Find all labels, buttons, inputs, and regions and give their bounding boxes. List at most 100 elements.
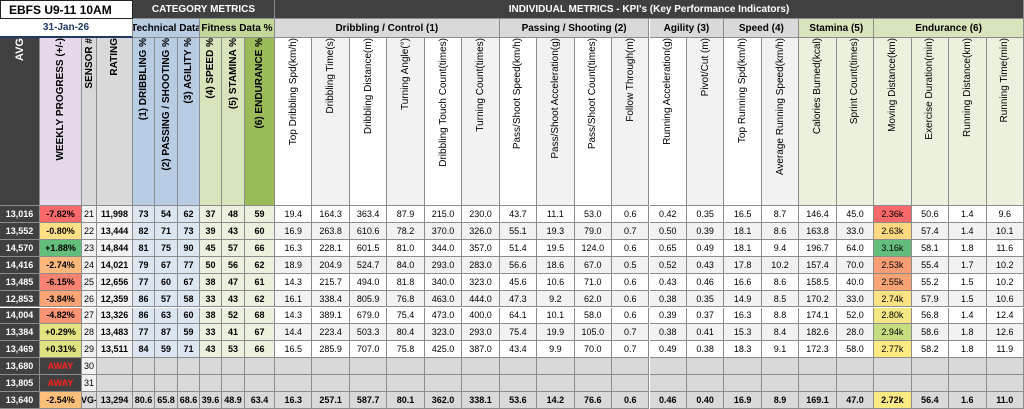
column-header: Sprint Count(times) xyxy=(836,38,875,206)
data-cell: 62.0 xyxy=(574,290,613,308)
data-cell: 9.2 xyxy=(537,290,575,308)
footer-cell: 68.6 xyxy=(178,392,200,409)
footer-cell: -2.54% xyxy=(40,392,82,409)
data-cell: 58.1 xyxy=(911,239,950,257)
data-cell: 70.0 xyxy=(836,256,875,274)
empty-cell xyxy=(200,358,222,376)
data-cell: 9.1 xyxy=(761,341,800,359)
column-header: (1) DRIBBLING % xyxy=(133,38,155,206)
data-cell: 182.6 xyxy=(799,324,837,342)
data-cell: 387.0 xyxy=(462,341,500,359)
empty-cell xyxy=(462,358,500,376)
column-header-text: AVG xyxy=(13,38,26,62)
data-cell: 15.3 xyxy=(724,324,762,342)
empty-cell xyxy=(178,375,200,393)
data-cell: -2.74% xyxy=(40,256,82,274)
empty-cell xyxy=(462,375,500,393)
empty-cell xyxy=(761,358,800,376)
data-cell: 105.0 xyxy=(574,324,613,342)
data-cell: 1.8 xyxy=(949,324,987,342)
empty-cell xyxy=(537,375,575,393)
data-cell: 357.0 xyxy=(462,239,500,257)
data-cell: 43.4 xyxy=(499,341,538,359)
data-cell: 10.2 xyxy=(761,256,800,274)
column-header-text: WEEKLY PROGRESS (+/-) xyxy=(55,38,66,161)
data-cell: 19.5 xyxy=(537,239,575,257)
empty-cell xyxy=(97,358,133,376)
data-cell: 11.1 xyxy=(537,206,575,223)
empty-cell xyxy=(574,375,613,393)
data-cell: 0.38 xyxy=(649,324,687,342)
data-cell: 11,998 xyxy=(97,206,133,223)
column-header-text: Average Running Speed(km/h) xyxy=(774,38,786,176)
footer-cell: 14.2 xyxy=(537,392,575,409)
data-cell: 14.4 xyxy=(275,324,313,342)
data-cell: 9.9 xyxy=(537,341,575,359)
data-cell: 0.35 xyxy=(686,206,725,223)
data-cell: 0.6 xyxy=(612,239,650,257)
data-cell: 47 xyxy=(222,273,245,291)
data-cell: 0.38 xyxy=(649,290,687,308)
data-cell: 1.4 xyxy=(949,222,987,240)
footer-cell: 47.0 xyxy=(836,392,875,409)
column-header-text: Pass/Shoot Count(times) xyxy=(587,38,599,150)
data-cell: 8.6 xyxy=(761,273,800,291)
column-header-text: Running Time(min) xyxy=(999,38,1011,123)
data-cell: 0.43 xyxy=(686,256,725,274)
column-header-text: Dribbling Time(s) xyxy=(325,38,337,114)
data-cell: 9.6 xyxy=(986,206,1024,223)
data-cell: 601.5 xyxy=(349,239,388,257)
data-cell: 2.74k xyxy=(874,290,912,308)
data-cell: 66 xyxy=(245,341,275,359)
data-cell: 81.0 xyxy=(387,239,425,257)
data-cell: 24 xyxy=(82,256,97,274)
column-header: (3) AGILITY % xyxy=(178,38,200,206)
data-cell: 45.6 xyxy=(499,273,538,291)
footer-cell: 0.46 xyxy=(649,392,687,409)
data-cell: 77 xyxy=(133,324,155,342)
column-header: Dribbling Time(s) xyxy=(312,38,350,206)
data-cell: 71 xyxy=(178,341,200,359)
data-cell: 163.8 xyxy=(799,222,837,240)
column-header: Running Acceleration(g) xyxy=(649,38,687,206)
data-cell: 215.7 xyxy=(312,273,350,291)
data-cell: 26 xyxy=(82,290,97,308)
data-cell: 170.2 xyxy=(799,290,837,308)
data-cell: 263.8 xyxy=(312,222,350,240)
individual-title: INDIVIDUAL METRICS - KPI's (Key Performa… xyxy=(275,0,1024,19)
data-cell: 12,853 xyxy=(0,290,40,308)
empty-cell xyxy=(349,358,388,376)
data-cell: 0.41 xyxy=(686,324,725,342)
empty-cell xyxy=(612,358,650,376)
data-cell: 53 xyxy=(222,341,245,359)
data-cell: 16.3 xyxy=(724,307,762,325)
data-cell: 196.7 xyxy=(799,239,837,257)
data-cell: 80.4 xyxy=(387,324,425,342)
empty-cell xyxy=(799,358,837,376)
footer-cell: 169.1 xyxy=(799,392,837,409)
data-cell: 610.6 xyxy=(349,222,388,240)
data-cell: 1.8 xyxy=(949,239,987,257)
data-cell: -0.80% xyxy=(40,222,82,240)
data-cell: 363.4 xyxy=(349,206,388,223)
data-cell: 67 xyxy=(178,273,200,291)
data-cell: 62 xyxy=(178,206,200,223)
footer-cell: 587.7 xyxy=(349,392,388,409)
column-header: Exercise Duration(min) xyxy=(911,38,950,206)
data-cell: 22 xyxy=(82,222,97,240)
data-cell: 61 xyxy=(245,273,275,291)
data-cell: 21 xyxy=(82,206,97,223)
empty-cell xyxy=(761,375,800,393)
data-cell: 293.0 xyxy=(462,324,500,342)
data-cell: 76.8 xyxy=(387,290,425,308)
data-cell: 12.4 xyxy=(986,307,1024,325)
data-cell: 58.2 xyxy=(911,341,950,359)
column-header: Follow Through(m) xyxy=(612,38,650,206)
footer-cell: 2.72k xyxy=(874,392,912,409)
data-cell: 33 xyxy=(200,324,222,342)
data-cell: 33.0 xyxy=(836,222,875,240)
data-cell: 215.0 xyxy=(424,206,463,223)
data-cell: 54 xyxy=(155,206,178,223)
footer-cell: 16.3 xyxy=(275,392,313,409)
data-cell: 13,805 xyxy=(0,375,40,393)
